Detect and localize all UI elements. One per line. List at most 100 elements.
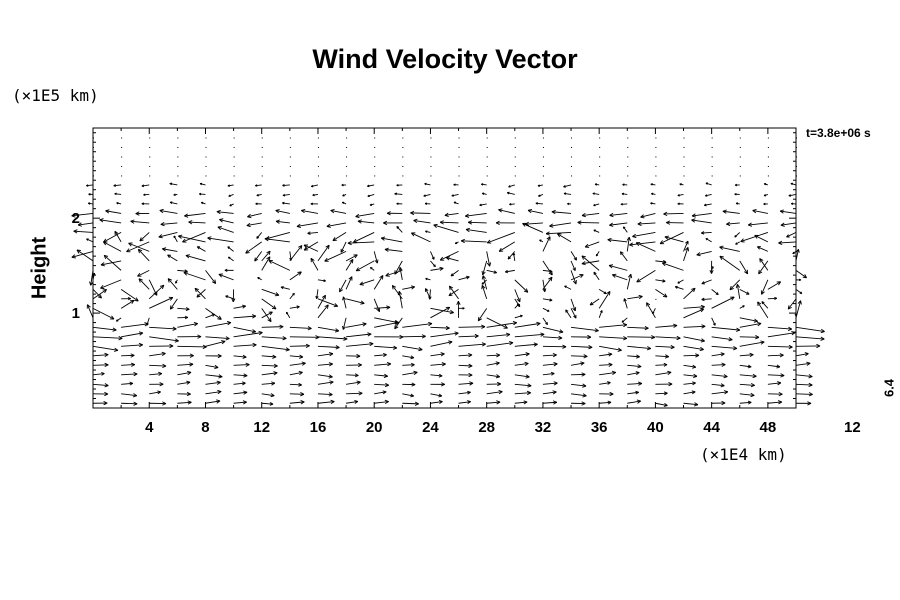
vector-arrow-head xyxy=(128,242,132,247)
vector-arrow-head xyxy=(546,236,551,240)
vector-arrow-head xyxy=(105,209,110,212)
vector-arrow-head xyxy=(354,401,359,404)
vector-arrow-head xyxy=(172,326,177,330)
vector-arrow-head xyxy=(245,362,250,366)
vector-arrow-head xyxy=(604,291,607,294)
vector-arrow-head xyxy=(158,371,163,374)
vector-arrow-head xyxy=(498,208,503,211)
vector-arrow-head xyxy=(525,352,530,355)
vector-arrow xyxy=(458,382,474,385)
vector-arrow-head xyxy=(160,223,165,227)
vector-point xyxy=(599,165,601,167)
vector-arrow-head xyxy=(225,295,228,299)
vector-arrow-head xyxy=(719,255,724,258)
vector-arrow-head xyxy=(439,221,444,225)
vector-arrow-head xyxy=(391,285,394,290)
vector-point xyxy=(205,156,207,158)
vector-arrow xyxy=(430,251,435,260)
vector-arrow-head xyxy=(552,354,557,358)
vector-arrow xyxy=(289,355,303,358)
vector-point xyxy=(402,175,404,177)
vector-arrow xyxy=(514,279,529,293)
vector-arrow-head xyxy=(477,316,480,321)
vector-arrow-head xyxy=(553,382,558,386)
vector-arrow-head xyxy=(676,337,681,341)
vector-arrow xyxy=(535,202,543,205)
vector-arrow-head xyxy=(787,328,793,331)
vector-arrow-head xyxy=(103,400,108,404)
vector-arrow-head xyxy=(664,392,668,396)
vector-point xyxy=(177,175,179,177)
vector-arrow-head xyxy=(692,382,696,386)
vector-arrow-head xyxy=(701,325,706,329)
vector-arrow-head xyxy=(116,202,119,205)
vector-arrow-head xyxy=(251,331,256,334)
vector-arrow xyxy=(581,255,600,271)
vector-arrow-head xyxy=(296,305,300,308)
x-tick-label: 32 xyxy=(535,419,552,436)
vector-arrow-head xyxy=(820,336,825,340)
vector-arrow xyxy=(683,345,704,350)
vector-arrow xyxy=(683,374,698,377)
chart-title: Wind Velocity Vector xyxy=(312,44,578,74)
vector-arrow-head xyxy=(265,235,270,240)
vector-arrow-head xyxy=(780,373,785,376)
vector-arrow xyxy=(621,317,628,323)
vector-arrow-head xyxy=(581,212,586,216)
vector-arrow-head xyxy=(581,255,584,260)
vector-arrow xyxy=(514,374,530,378)
vector-arrow-head xyxy=(280,286,284,290)
vector-arrow-head xyxy=(588,345,593,348)
vector-arrow xyxy=(629,241,656,246)
vector-arrow xyxy=(261,288,280,296)
vector-arrow-head xyxy=(187,370,192,373)
vector-arrow xyxy=(423,194,431,197)
vector-arrow-head xyxy=(374,260,378,264)
vector-arrow-head xyxy=(527,210,532,214)
vector-arrow-head xyxy=(411,382,416,386)
vector-point xyxy=(655,137,657,139)
vector-arrow-head xyxy=(328,374,333,378)
vector-arrow xyxy=(261,311,273,319)
vector-arrow-head xyxy=(558,337,563,340)
vector-arrow-head xyxy=(425,288,429,291)
vector-arrow-head xyxy=(104,362,109,366)
vector-arrow-head xyxy=(273,371,278,374)
vector-arrow-head xyxy=(509,203,512,206)
vector-arrow-head xyxy=(788,306,792,310)
vector-arrow-head xyxy=(481,343,486,347)
vector-arrow xyxy=(430,307,454,314)
vector-arrow-head xyxy=(414,401,419,405)
vector-arrow-head xyxy=(418,349,423,352)
x-tick-label: 20 xyxy=(366,419,383,436)
vector-arrow-head xyxy=(754,318,758,322)
vector-arrow-head xyxy=(386,362,392,365)
vector-arrow xyxy=(289,271,302,281)
vector-arrow xyxy=(402,335,426,338)
vector-arrow xyxy=(481,285,488,299)
vector-arrow xyxy=(317,374,333,378)
vector-arrow xyxy=(719,255,741,271)
vector-arrow xyxy=(121,402,138,405)
vector-arrow-head xyxy=(275,209,280,211)
vector-arrow-head xyxy=(307,232,311,235)
vector-point xyxy=(374,175,376,177)
vector-arrow-head xyxy=(522,223,526,227)
vector-arrow xyxy=(246,222,262,226)
vector-arrow xyxy=(711,374,728,378)
vector-point xyxy=(711,146,713,148)
vector-arrow-head xyxy=(637,221,642,225)
vector-point xyxy=(514,156,516,158)
vector-arrow xyxy=(486,354,500,357)
vector-point xyxy=(683,165,685,167)
vector-arrow-head xyxy=(97,296,102,299)
vector-arrow-head xyxy=(549,298,553,301)
vector-arrow-head xyxy=(440,352,445,355)
vector-arrow-head xyxy=(726,223,731,227)
vector-point xyxy=(374,137,376,139)
vector-arrow-head xyxy=(670,344,675,348)
vector-arrow xyxy=(159,210,178,214)
vector-arrow-head xyxy=(99,294,102,299)
vector-arrow-head xyxy=(162,363,167,367)
vector-arrow-head xyxy=(162,365,167,369)
